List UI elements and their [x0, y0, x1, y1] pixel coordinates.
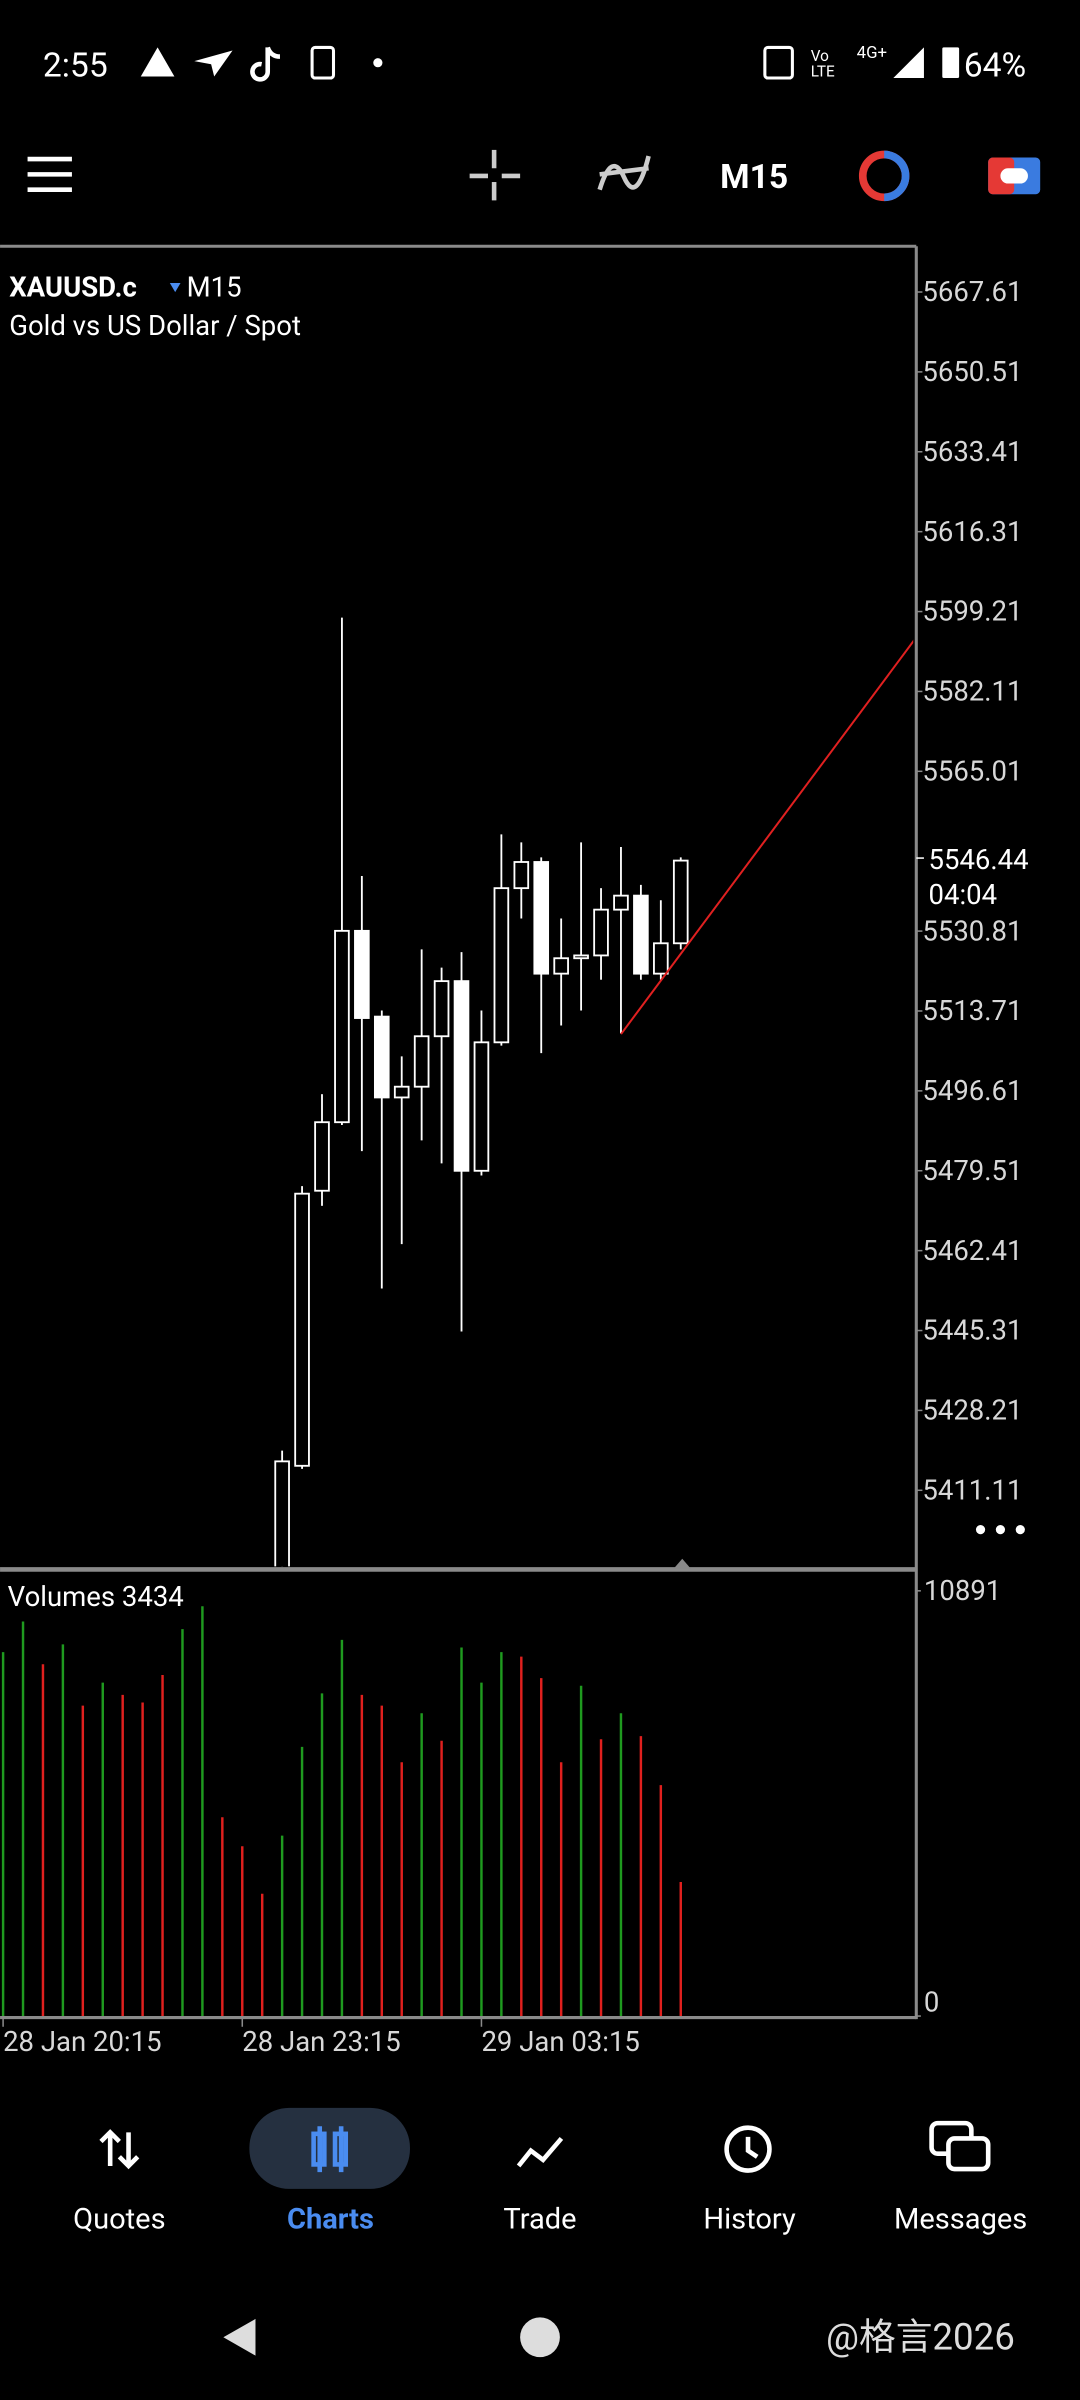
candle-body [633, 894, 649, 975]
y-tick-label: 5530.81 [922, 914, 1022, 947]
clock: 2:55 [43, 46, 108, 85]
battery-level: 64% [964, 46, 1026, 85]
candle-body [453, 980, 470, 1172]
y-tick-label: 5599.21 [922, 595, 1022, 628]
candle-body [613, 894, 629, 911]
volume-label: Volumes 3434 [8, 1580, 184, 1613]
trend-line [620, 639, 914, 1035]
candle-body [573, 954, 589, 960]
y-tick-label: 10891 [924, 1574, 1001, 1607]
home-button[interactable] [520, 2317, 560, 2358]
nav-trade[interactable]: Trade [503, 2203, 576, 2237]
candle-body [314, 1121, 330, 1192]
nav-charts[interactable]: Charts [287, 2203, 374, 2237]
nav-history[interactable]: History [703, 2203, 796, 2237]
candle-body [354, 929, 370, 1019]
svg-text:4G+: 4G+ [857, 43, 887, 63]
svg-text:Vo: Vo [811, 47, 829, 65]
more-button[interactable] [975, 1525, 1025, 1535]
y-tick-label: 5513.71 [922, 994, 1022, 1027]
chart-timeframe: M15 [187, 271, 242, 304]
chart-frame [0, 244, 918, 2020]
candle-body [593, 908, 609, 957]
svg-text:LTE: LTE [811, 62, 835, 80]
crosshair-button[interactable] [469, 149, 521, 201]
volume-current: 3434 [122, 1580, 184, 1613]
y-tick-label: 5650.51 [922, 355, 1022, 388]
x-tick-label: 28 Jan 23:15 [242, 2025, 400, 2058]
candle-body [553, 957, 569, 975]
candle-body [513, 861, 530, 890]
current-price: 5546.44 [929, 843, 1029, 876]
toggle-button[interactable] [988, 157, 1041, 195]
price-plot [274, 617, 914, 1567]
y-tick-label: 5616.31 [922, 515, 1022, 548]
candle-body [334, 929, 350, 1124]
symbol-description: Gold vs US Dollar / Spot [9, 309, 301, 342]
candle-body [473, 1041, 490, 1172]
bar-countdown: 04:04 [929, 878, 998, 911]
candle-body [672, 859, 689, 945]
y-tick-label: 5462.41 [922, 1234, 1022, 1267]
nav-active-pill [249, 2107, 410, 2189]
candle-body [373, 1015, 390, 1099]
back-button[interactable] [223, 2318, 256, 2356]
nav-icons [99, 2120, 991, 2173]
status-icons: Vo LTE 4G+ [140, 43, 960, 82]
menu-button[interactable] [27, 156, 72, 192]
scroll-marker [673, 1558, 692, 1570]
nav-quotes[interactable]: Quotes [73, 2203, 165, 2237]
y-tick-label: 0 [924, 1985, 939, 2018]
candle-body [653, 942, 669, 975]
y-tick-label: 5445.31 [922, 1314, 1022, 1347]
symbol-dropdown[interactable] [169, 282, 181, 293]
nav-messages[interactable]: Messages [894, 2203, 1027, 2237]
indicators-button[interactable] [597, 155, 651, 191]
symbol[interactable]: XAUUSD.c [9, 271, 137, 304]
candle-body [533, 861, 550, 975]
y-tick-label: 5428.21 [922, 1394, 1022, 1427]
candle-body [393, 1085, 410, 1099]
y-tick-label: 5479.51 [922, 1154, 1022, 1187]
x-tick-label: 28 Jan 20:15 [3, 2025, 161, 2058]
candle-body [493, 887, 510, 1044]
watermark: @格言2026 [826, 2316, 1015, 2359]
y-tick-label: 5565.01 [922, 754, 1022, 787]
volume-plot [1, 1606, 682, 2017]
candle-body [274, 1460, 290, 1567]
x-tick-label: 29 Jan 03:15 [481, 2025, 639, 2058]
candle-body [413, 1035, 430, 1088]
candle-body [294, 1192, 310, 1467]
timeframe-button[interactable]: M15 [720, 158, 788, 197]
volume-title: Volumes [8, 1580, 115, 1613]
candle-body [433, 980, 450, 1038]
y-tick-label: 5633.41 [922, 435, 1022, 468]
y-tick-label: 5582.11 [922, 675, 1022, 708]
y-tick-label: 5411.11 [922, 1473, 1022, 1506]
y-tick-label: 5667.61 [922, 275, 1022, 308]
trade-clock-button[interactable] [858, 150, 910, 202]
y-tick-label: 5496.61 [922, 1074, 1022, 1107]
